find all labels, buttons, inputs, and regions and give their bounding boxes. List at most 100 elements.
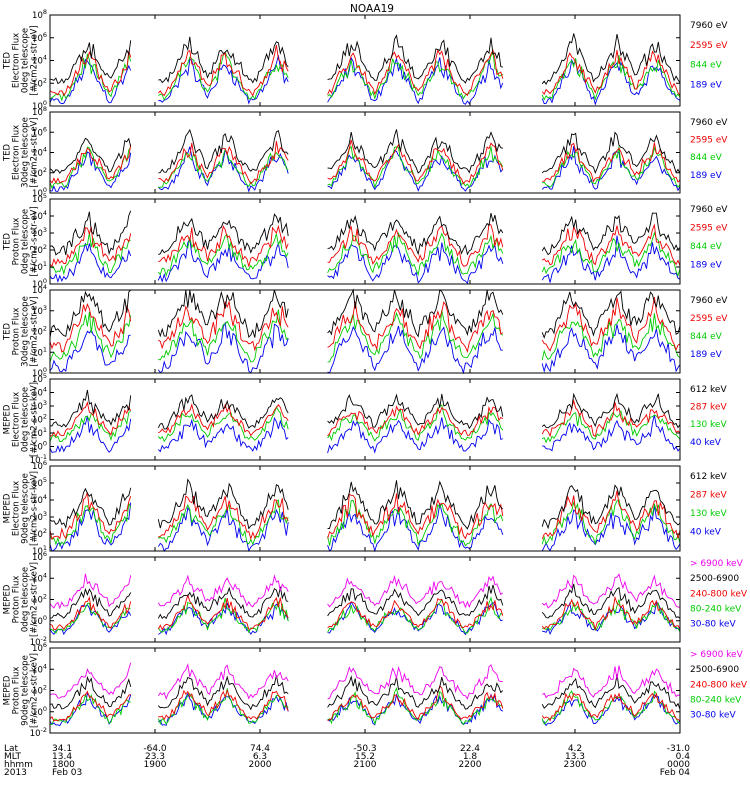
legend-entry: 844 eV xyxy=(690,332,723,342)
y-tick-label: 106 xyxy=(32,125,47,138)
legend: 612 keV 287 keV 130 keV 40 keV xyxy=(690,472,727,537)
legend-entry: 40 keV xyxy=(690,527,722,537)
footer-value: 6.3 xyxy=(253,752,267,762)
footer-row-label: hhmm xyxy=(4,760,33,770)
series-line-7960-ev xyxy=(49,128,681,174)
legend-entry: 2595 eV xyxy=(690,41,728,51)
footer-value: 13.4 xyxy=(52,752,72,762)
y-tick-label: 103 xyxy=(32,304,47,317)
series-line-844-ev xyxy=(49,231,681,278)
series-line-189-ev xyxy=(49,321,681,375)
y-tick-label: 100 xyxy=(32,614,47,627)
footer-value: 1900 xyxy=(144,760,167,770)
y-tick-label: 108 xyxy=(32,8,47,21)
y-tick-label: 103 xyxy=(32,510,47,523)
y-tick-label: 10-1 xyxy=(30,453,47,466)
y-tick-label: 101 xyxy=(32,426,47,439)
legend-entry: 7960 eV xyxy=(690,205,728,215)
series-line--6900-kev xyxy=(49,662,681,700)
panel-frame xyxy=(49,465,681,552)
legend-entry: 240-800 keV xyxy=(690,680,748,690)
footer-value: 34.1 xyxy=(52,744,72,754)
y-tick-label: 106 xyxy=(32,31,47,44)
series-line-287-kev xyxy=(49,490,681,541)
legend: 7960 eV 2595 eV 844 eV 189 eV xyxy=(690,118,728,181)
y-axis-label: MEPEDProton Flux90deg telescope[#/cm2-s-… xyxy=(2,653,39,728)
series-line-7960-ev xyxy=(49,33,681,85)
y-tick-label: 104 xyxy=(32,571,47,584)
y-tick-label: 104 xyxy=(32,283,47,296)
footer-row-label: 2013 xyxy=(4,768,27,778)
legend-entry: 189 eV xyxy=(690,260,723,270)
y-tick-label: 100 xyxy=(32,99,47,112)
y-tick-label: 100 xyxy=(32,186,47,199)
legend-entry: 612 keV xyxy=(690,385,727,395)
y-tick-label: 101 xyxy=(32,345,47,358)
footer-value: 0000 xyxy=(667,760,690,770)
legend-entry: > 6900 keV xyxy=(690,650,744,660)
legend-entry: 7960 eV xyxy=(690,118,728,128)
series-line-189-ev xyxy=(49,146,681,193)
y-tick-label: 10-2 xyxy=(30,635,47,648)
legend-entry: 844 eV xyxy=(690,153,723,163)
y-axis-label: TEDProton Flux0deg telescope[#/cm2-s-str… xyxy=(2,206,39,276)
series-line-844-ev xyxy=(49,50,681,102)
y-tick-label: 105 xyxy=(32,476,47,489)
y-tick-label: 102 xyxy=(32,166,47,179)
legend-entry: 30-80 keV xyxy=(690,620,736,630)
y-tick-label: 105 xyxy=(32,372,47,385)
y-tick-label: 104 xyxy=(32,146,47,159)
chart-title: NOAA19 xyxy=(350,3,394,15)
footer-value: 1.8 xyxy=(463,752,478,762)
series-line-844-ev xyxy=(49,145,681,190)
footer-value: 15.2 xyxy=(355,752,375,762)
footer-row-label: Lat xyxy=(4,744,19,754)
footer-value: 2000 xyxy=(249,760,272,770)
footer-value: 22.4 xyxy=(460,744,480,754)
panel-frame xyxy=(49,647,681,734)
y-axis-label: TEDProton Flux30deg telescope[#/cm2-s-st… xyxy=(2,296,39,367)
y-tick-label: 103 xyxy=(32,226,47,239)
series-line-30-80-kev xyxy=(49,692,681,727)
footer-value: -50.3 xyxy=(353,744,376,754)
series-line-130-kev xyxy=(49,499,681,547)
y-tick-label: 108 xyxy=(32,105,47,118)
legend-entry: 844 eV xyxy=(690,61,723,71)
series-line--6900-kev xyxy=(49,573,681,610)
legend: 7960 eV 2595 eV 844 eV 189 eV xyxy=(690,205,728,270)
legend-entry: 287 keV xyxy=(690,490,727,500)
legend-entry: 7960 eV xyxy=(690,21,728,31)
footer-value: 2100 xyxy=(354,760,377,770)
footer-value: 23.3 xyxy=(145,752,165,762)
footer-value: -64.0 xyxy=(143,744,167,754)
series-line-130-kev xyxy=(49,404,681,444)
series-line-2595-ev xyxy=(49,139,681,185)
y-tick-label: 102 xyxy=(32,684,47,697)
legend-entry: 189 eV xyxy=(690,80,723,90)
legend-entry: 189 eV xyxy=(690,350,723,360)
panels-group: 100 102 104 106 108 TEDElectron Flux0deg tele… xyxy=(2,8,748,739)
series-line-287-kev xyxy=(49,398,681,438)
y-tick-label: 104 xyxy=(32,54,47,67)
series-line-240-800-kev xyxy=(49,685,681,722)
panel-1: 100 102 104 106 108 TEDElectron Flux0deg tele… xyxy=(2,8,728,112)
panel-frame xyxy=(49,198,681,285)
legend: 7960 eV 2595 eV 844 eV 189 eV xyxy=(690,296,728,360)
legend-entry: 130 keV xyxy=(690,420,727,430)
panel-frame xyxy=(49,378,681,461)
y-tick-label: 101 xyxy=(32,544,47,557)
series-line-844-ev xyxy=(49,309,681,363)
legend-entry: 2500-6900 xyxy=(690,574,739,584)
legend-entry: 80-240 keV xyxy=(690,696,742,706)
series-line-80-240-kev xyxy=(49,596,681,634)
y-tick-label: 10-2 xyxy=(30,726,47,739)
panel-frame xyxy=(49,14,681,107)
footer-value: Feb 03 xyxy=(52,768,82,778)
legend-entry: 130 keV xyxy=(690,509,727,519)
legend-entry: 30-80 keV xyxy=(690,711,736,721)
